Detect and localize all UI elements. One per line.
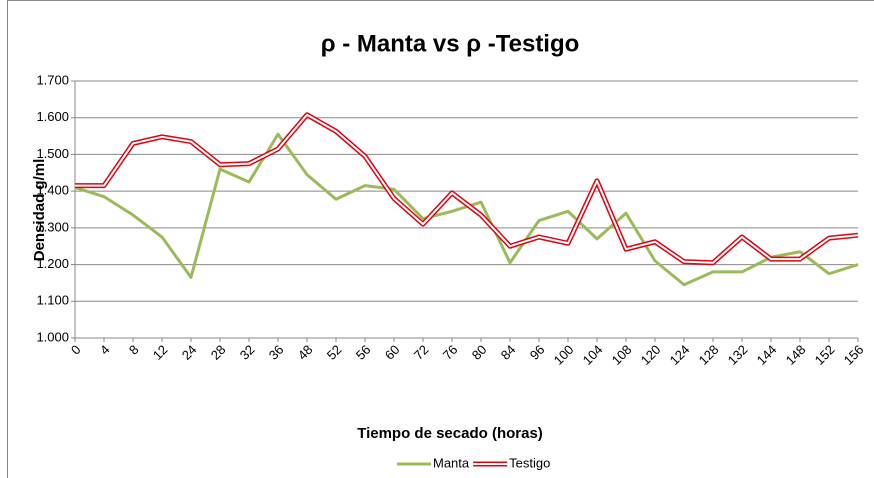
y-tick-label: 1.500 — [36, 146, 69, 161]
x-tick-label: 32 — [237, 342, 258, 363]
x-tick-label: 120 — [638, 342, 664, 368]
x-tick-label: 132 — [725, 342, 751, 368]
y-axis-title: Densidad g/ml — [31, 159, 48, 262]
x-tick-label: 144 — [754, 342, 780, 368]
x-tick-label: 60 — [382, 342, 403, 363]
chart-border — [7, 0, 874, 478]
x-tick-label: 128 — [696, 342, 722, 368]
x-tick-label: 76 — [440, 342, 461, 363]
x-tick-label: 48 — [295, 342, 316, 363]
x-tick-label: 36 — [266, 342, 287, 363]
y-tick-label: 1.300 — [36, 219, 69, 234]
series-line — [75, 112, 859, 266]
x-tick-label: 72 — [411, 342, 432, 363]
x-tick-label: 8 — [126, 342, 142, 358]
legend-label: Testigo — [509, 455, 550, 470]
x-tick-label: 4 — [97, 342, 113, 358]
chart-title: ρ - Manta vs ρ -Testigo — [321, 30, 580, 57]
y-tick-label: 1.100 — [36, 293, 69, 308]
y-tick-label: 1.200 — [36, 256, 69, 271]
x-tick-label: 84 — [498, 342, 519, 363]
x-tick-label: 28 — [208, 342, 229, 363]
x-tick-label: 108 — [609, 342, 635, 368]
x-tick-label: 52 — [324, 342, 345, 363]
x-tick-label: 96 — [527, 342, 548, 363]
x-tick-label: 80 — [469, 342, 490, 363]
series-line-inner — [75, 113, 859, 264]
y-tick-label: 1.000 — [36, 329, 69, 344]
x-tick-label: 148 — [783, 342, 809, 368]
x-tick-label: 24 — [179, 342, 200, 363]
x-axis-title: Tiempo de secado (horas) — [357, 425, 543, 442]
y-tick-label: 1.400 — [36, 183, 69, 198]
x-tick-label: 156 — [841, 342, 867, 368]
y-tick-label: 1.700 — [36, 72, 69, 87]
x-tick-label: 104 — [580, 342, 606, 368]
x-tick-label: 0 — [68, 342, 84, 358]
x-tick-label: 100 — [551, 342, 577, 368]
series-line — [74, 132, 859, 287]
x-tick-label: 152 — [812, 342, 838, 368]
x-tick-label: 124 — [667, 342, 693, 368]
y-tick-label: 1.600 — [36, 109, 69, 124]
legend-label: Manta — [433, 455, 470, 470]
x-tick-label: 56 — [353, 342, 374, 363]
x-tick-label: 12 — [150, 342, 171, 363]
